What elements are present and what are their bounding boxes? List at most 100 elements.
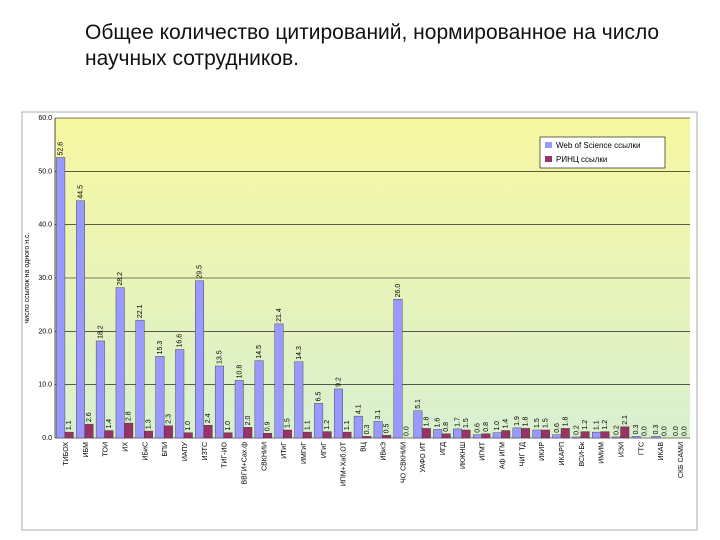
bar-wos [334,388,343,439]
value-label-rinc: 1.2 [602,420,609,430]
value-label-rinc: 1.0 [185,421,192,431]
value-label-wos: 0.2 [613,425,620,435]
bar-rinc [144,430,153,439]
value-label-rinc: 1.3 [146,419,153,429]
bar-rinc [600,431,610,439]
bar-rinc [183,432,193,439]
bar-wos [393,299,403,439]
category-label: БПИ [162,442,169,457]
value-label-wos: 6.5 [316,391,323,401]
value-label-rinc: 0.0 [404,426,411,436]
bar-rinc [540,429,550,439]
value-label-rinc: 2.1 [622,415,629,425]
value-label-wos: 1.1 [593,420,600,430]
bar-wos [214,365,224,439]
bar-rinc [203,425,213,439]
bar-rinc [342,431,352,439]
bar-rinc [521,428,531,439]
legend-label-rinc: РИНЦ ссылки [556,155,607,164]
bar-wos [294,361,304,439]
y-tick-label: 10.0 [38,382,52,389]
value-label-rinc: 1.4 [503,419,510,429]
category-label: Аф ИГМ [499,442,506,469]
bar-wos [611,436,621,439]
value-label-wos: 28.2 [117,272,124,286]
value-label-rinc: 1.1 [304,420,311,430]
category-label: ТИБОХ [63,442,70,466]
y-axis-ticks: 0.0 10.0 20.0 30.0 40.0 50.0 60.0 [38,115,52,442]
value-label-rinc: 0.0 [661,426,668,436]
bar-wos [651,436,661,439]
bar-rinc [501,430,511,439]
bar-rinc [243,427,253,439]
y-tick-label: 0.0 [42,435,52,442]
bar-rinc [441,433,451,439]
value-label-rinc: 0.8 [483,422,490,432]
value-label-wos: 14.5 [256,345,263,359]
value-label-wos: 0.2 [574,425,581,435]
value-label-rinc: 1.1 [344,420,351,430]
bar-wos [492,432,502,439]
category-label: ИВиЭ [380,442,387,461]
value-label-wos: 4.1 [355,404,362,414]
value-label-wos: 13.5 [216,350,223,364]
value-label-rinc: 0.5 [384,423,391,433]
bar-rinc [481,433,491,439]
legend: Web of Science ссылки РИНЦ ссылки [539,136,666,169]
category-label: ТОИ [103,442,110,456]
y-tick-label: 40.0 [38,222,52,229]
bar-wos [314,403,324,439]
category-label: ИЭИ [619,442,626,457]
category-label: ИБиС [142,442,149,461]
value-label-rinc: 2.4 [205,413,212,423]
bar-wos [115,287,125,439]
bar-rinc [421,428,431,439]
category-label: ИМГиГ [301,442,308,464]
value-label-wos: 0.6 [474,423,481,433]
category-label: ВЦ [361,441,368,452]
legend-label-wos: Web of Science ссылки [556,141,641,150]
value-label-rinc: 1.8 [423,417,430,427]
category-label: СКБ САМИ [678,442,685,478]
bar-wos [234,380,244,439]
value-label-wos: 5.1 [415,399,422,409]
value-label-rinc: 1.2 [582,420,589,430]
bar-wos [195,280,205,439]
value-label-wos: 1.0 [494,421,501,431]
bar-wos [175,349,185,439]
value-labels: 52.6 1.1 44.5 2.6 18.2 1.4 28.2 2.8 22.1 1.3 15.3 2… [58,142,689,436]
value-label-wos: 1.5 [534,418,541,428]
value-label-rinc: 1.8 [523,417,530,427]
value-label-wos: 3.1 [375,410,382,420]
category-label: ИМИМ [599,442,606,464]
value-label-wos: 0.3 [633,425,640,435]
legend-box [539,136,666,169]
y-tick-label: 30.0 [38,275,52,282]
value-label-wos: 10.8 [236,365,243,379]
y-tick-label: 20.0 [38,328,52,335]
value-label-rinc: 0.9 [265,421,272,431]
value-label-wos: 16.6 [177,334,184,348]
value-label-wos: 1.6 [435,418,442,428]
value-label-wos: 21.4 [276,308,283,322]
bar-rinc [560,428,570,439]
category-label: ТИГ-ИО [222,441,229,467]
value-label-wos: 15.3 [157,341,164,355]
bars [56,157,661,439]
y-tick-label: 50.0 [38,168,52,175]
bar-rinc [283,429,292,439]
y-tick-label: 60.0 [38,115,52,122]
value-label-wos: 1.7 [455,417,462,427]
bar-rinc [84,423,94,439]
category-label: ЧИГ ТД [519,442,526,466]
bar-rinc [620,426,630,439]
bar-wos [453,428,462,439]
value-label-wos: 0.6 [554,423,561,433]
value-label-wos: 0.3 [653,425,660,435]
value-label-rinc: 0.0 [642,426,649,436]
value-label-rinc: 1.0 [225,421,232,431]
bar-wos [373,421,383,439]
bar-wos [552,434,562,439]
bar-rinc [124,422,134,439]
